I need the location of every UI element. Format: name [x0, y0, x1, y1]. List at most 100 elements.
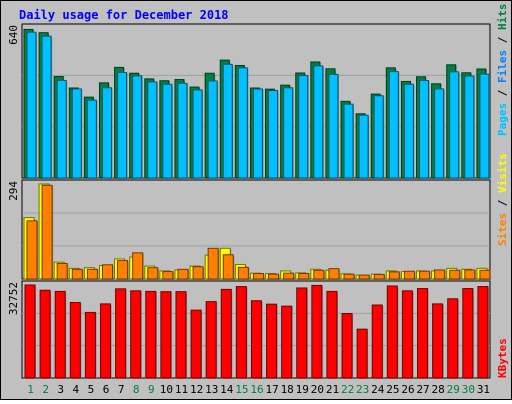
sites-bar — [434, 269, 446, 280]
x-tick-label: 15 — [235, 383, 248, 396]
files-bar — [343, 103, 354, 179]
x-tick-label: 10 — [160, 383, 173, 396]
files-bar — [207, 80, 218, 179]
sites-bar — [464, 269, 476, 280]
sites-bar — [343, 273, 355, 280]
sites-bar — [207, 247, 219, 280]
kbytes-bar — [235, 286, 247, 379]
files-bar — [388, 71, 399, 179]
sites-bar — [237, 266, 249, 280]
kbytes-bar — [266, 303, 278, 379]
sites-bar — [26, 220, 38, 280]
x-tick-label: 11 — [175, 383, 188, 396]
kbytes-bar — [417, 288, 429, 379]
kbytes-bar — [341, 313, 353, 379]
files-bar — [86, 99, 97, 179]
files-bar — [358, 114, 369, 179]
files-bar — [237, 67, 248, 179]
files-bar — [449, 71, 460, 179]
kbytes-panel: 32752 — [7, 280, 491, 379]
x-tick-label: 20 — [311, 383, 324, 396]
files-bar — [268, 90, 279, 179]
files-bar — [252, 88, 263, 179]
kbytes-bar — [250, 300, 262, 379]
kbytes-bar — [220, 288, 232, 379]
files-bar — [147, 81, 158, 179]
x-tick-label: 27 — [416, 383, 429, 396]
files-bar — [222, 63, 233, 179]
files-bar — [192, 89, 203, 179]
x-tick-label: 31 — [477, 383, 490, 396]
kbytes-bar — [462, 288, 474, 379]
sites-bar — [373, 273, 385, 280]
kbytes-y-max-label: 32752 — [7, 282, 20, 315]
x-tick-label: 1 — [27, 383, 34, 396]
sites-visits-legend: Sites / Visits — [496, 153, 509, 246]
sites-bar — [86, 268, 98, 280]
kbytes-bar — [311, 284, 323, 379]
x-tick-label: 12 — [190, 383, 203, 396]
kbytes-bar — [190, 309, 202, 379]
kbytes-bar — [386, 285, 398, 379]
sites-bar — [222, 254, 234, 280]
right-side-legend-labels: Pages / Files / Hits Sites / Visits KBytes — [496, 4, 509, 379]
x-tick-label: 23 — [356, 383, 369, 396]
files-bar — [56, 80, 67, 179]
kbytes-bar — [175, 291, 187, 379]
pages-files-hits-y-max-label: 640 — [7, 25, 20, 45]
kbytes-bar — [130, 290, 142, 379]
x-tick-label: 13 — [205, 383, 218, 396]
x-tick-label: 30 — [462, 383, 475, 396]
kbytes-bar — [401, 290, 413, 379]
kbytes-bar — [356, 328, 368, 379]
visits-sites-y-max-label: 294 — [7, 181, 20, 201]
kbytes-bar — [447, 298, 459, 379]
kbytes-bar — [432, 303, 444, 379]
files-bar — [479, 73, 490, 179]
kbytes-legend: KBytes — [496, 338, 509, 378]
files-bar — [177, 82, 188, 179]
kbytes-bar — [477, 286, 489, 379]
sites-bar — [147, 267, 159, 280]
kbytes-bar — [99, 303, 111, 379]
files-bar — [41, 35, 52, 179]
files-bar — [298, 75, 309, 179]
sites-bar — [403, 270, 415, 280]
x-tick-label: 4 — [73, 383, 80, 396]
sites-bar — [283, 272, 295, 280]
sites-bar — [388, 271, 400, 280]
x-tick-label: 24 — [371, 383, 385, 396]
kbytes-bar — [160, 291, 172, 379]
files-bar — [419, 80, 430, 179]
x-tick-label: 5 — [88, 383, 95, 396]
sites-bar — [358, 274, 370, 280]
x-tick-label: 3 — [57, 383, 64, 396]
visits-sites-frame — [21, 179, 491, 280]
files-bar — [434, 88, 445, 179]
x-tick-label: 22 — [341, 383, 354, 396]
files-bar — [71, 88, 82, 179]
x-tick-label: 19 — [296, 383, 309, 396]
sites-bar — [419, 270, 431, 280]
files-bar — [283, 87, 294, 179]
sites-bar — [252, 273, 264, 280]
files-bar — [117, 72, 128, 179]
kbytes-bar — [326, 290, 338, 379]
x-tick-label: 21 — [326, 383, 339, 396]
files-bar — [313, 65, 324, 179]
kbytes-bar — [371, 304, 383, 379]
sites-bar — [479, 269, 491, 280]
files-bar — [26, 31, 37, 179]
sites-bar — [268, 273, 280, 280]
kbytes-bar — [281, 305, 293, 379]
x-tick-label: 7 — [118, 383, 125, 396]
sites-bar — [56, 262, 68, 280]
x-tick-label: 28 — [432, 383, 445, 396]
kbytes-bar — [39, 289, 51, 379]
sites-bar — [101, 264, 113, 280]
kbytes-bar — [84, 311, 96, 379]
x-axis-day-labels: 1 2 3 4 5 6 7 8 9 10 11 12 13 14 15 16 17 18 19 20 21 22 23 24 2… — [27, 383, 490, 396]
x-tick-label: 29 — [447, 383, 460, 396]
